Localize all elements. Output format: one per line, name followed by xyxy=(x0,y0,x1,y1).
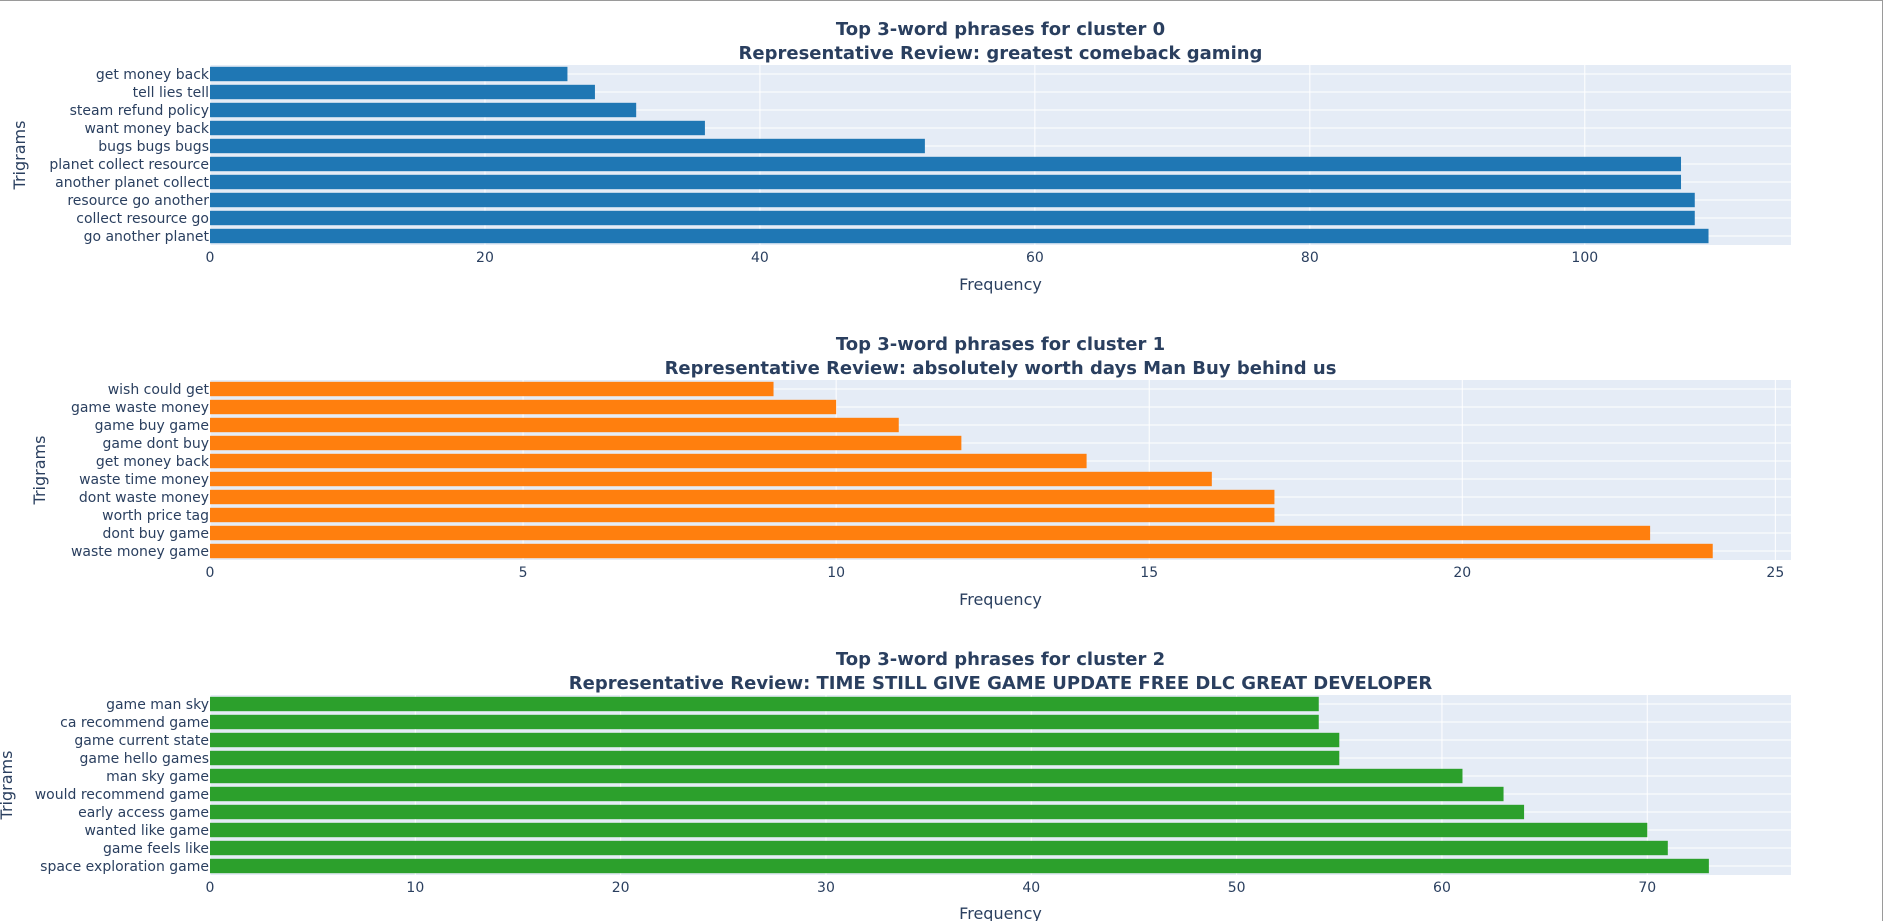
chart-panel-1: 0 5 10 15 20 25 wish could get game waste money… xyxy=(30,334,1791,609)
y-tick-label: tell lies tell xyxy=(133,85,209,101)
x-tick-label: 60 xyxy=(1433,880,1451,896)
y-axis-label: Trigrams xyxy=(0,751,16,821)
y-tick-label: space exploration game xyxy=(40,859,209,875)
y-tick-label: would recommend game xyxy=(35,787,209,803)
bar-wish-could-get[interactable] xyxy=(210,381,774,397)
bar-waste-time-money[interactable] xyxy=(210,471,1212,487)
y-tick-label: game hello games xyxy=(80,751,209,767)
bar-would-recommend-game[interactable] xyxy=(210,786,1504,802)
bar-worth-price-tag[interactable] xyxy=(210,507,1275,523)
bar-dont-waste-money[interactable] xyxy=(210,489,1275,505)
y-tick-label: game feels like xyxy=(103,841,209,857)
y-tick-label: resource go another xyxy=(67,193,209,209)
y-tick-label: game man sky xyxy=(106,697,209,713)
y-axis-label: Trigrams xyxy=(30,436,49,506)
bar-get-money-back[interactable] xyxy=(210,66,568,82)
chart-subtitle: Representative Review: TIME STILL GIVE G… xyxy=(569,673,1433,694)
bar-game-man-sky[interactable] xyxy=(210,696,1319,712)
bar-game-waste-money[interactable] xyxy=(210,399,837,415)
bar-tell-lies-tell[interactable] xyxy=(210,84,595,100)
chart-panel-2: 0 10 20 30 40 50 60 70 game man sky ca recommend … xyxy=(0,649,1791,921)
x-tick-label: 20 xyxy=(612,880,630,896)
x-tick-label: 25 xyxy=(1766,565,1784,581)
x-tick-label: 40 xyxy=(751,250,769,266)
bar-early-access-game[interactable] xyxy=(210,804,1525,820)
y-tick-label: game waste money xyxy=(71,400,209,416)
x-tick-label: 50 xyxy=(1228,880,1246,896)
y-tick-label: game dont buy xyxy=(103,436,209,452)
y-tick-label: collect resource go xyxy=(76,211,209,227)
y-tick-label: steam refund policy xyxy=(70,103,209,119)
bar-planet-collect-resource[interactable] xyxy=(210,156,1682,172)
chart-title: Top 3-word phrases for cluster 2 xyxy=(836,649,1165,670)
y-tick-label: worth price tag xyxy=(102,508,209,524)
x-axis-label: Frequency xyxy=(959,275,1042,294)
bar-game-buy-game[interactable] xyxy=(210,417,899,433)
window-top-border xyxy=(0,0,1883,1)
y-tick-label: game buy game xyxy=(95,418,209,434)
y-tick-label: want money back xyxy=(84,121,209,137)
bar-get-money-back[interactable] xyxy=(210,453,1087,469)
y-tick-label: get money back xyxy=(96,454,210,470)
bar-dont-buy-game[interactable] xyxy=(210,525,1651,541)
y-tick-label: waste time money xyxy=(79,472,209,488)
x-tick-label: 10 xyxy=(406,880,424,896)
x-tick-label: 70 xyxy=(1638,880,1656,896)
y-tick-label: man sky game xyxy=(106,769,209,785)
chart-title: Top 3-word phrases for cluster 0 xyxy=(836,19,1165,40)
y-tick-label: ca recommend game xyxy=(60,715,209,731)
y-tick-label: wish could get xyxy=(108,382,210,398)
y-tick-label: wanted like game xyxy=(84,823,209,839)
x-tick-label: 20 xyxy=(1453,565,1471,581)
bar-space-exploration-game[interactable] xyxy=(210,858,1709,874)
x-tick-label: 40 xyxy=(1022,880,1040,896)
y-tick-label: go another planet xyxy=(84,229,210,245)
bar-go-another-planet[interactable] xyxy=(210,228,1709,244)
y-tick-label: dont buy game xyxy=(103,526,209,542)
chart-title: Top 3-word phrases for cluster 1 xyxy=(836,334,1165,355)
bar-want-money-back[interactable] xyxy=(210,120,705,136)
chart-subtitle: Representative Review: greatest comeback… xyxy=(739,43,1263,64)
y-tick-label: waste money game xyxy=(71,544,209,560)
bar-game-current-state[interactable] xyxy=(210,732,1340,748)
y-tick-label: another planet collect xyxy=(55,175,209,191)
y-tick-label: game current state xyxy=(74,733,209,749)
x-tick-label: 20 xyxy=(476,250,494,266)
x-tick-label: 0 xyxy=(206,250,215,266)
chart-panel-0: 0 20 40 60 80 100 get money back tell lies tell… xyxy=(10,19,1791,294)
y-axis-label: Trigrams xyxy=(10,121,29,191)
bar-man-sky-game[interactable] xyxy=(210,768,1463,784)
bar-steam-refund-policy[interactable] xyxy=(210,102,637,118)
y-tick-label: bugs bugs bugs xyxy=(98,139,209,155)
x-tick-label: 10 xyxy=(827,565,845,581)
bar-wanted-like-game[interactable] xyxy=(210,822,1648,838)
x-tick-label: 80 xyxy=(1301,250,1319,266)
bar-game-feels-like[interactable] xyxy=(210,840,1668,856)
bar-collect-resource-go[interactable] xyxy=(210,210,1695,226)
bar-another-planet-collect[interactable] xyxy=(210,174,1682,190)
x-axis-label: Frequency xyxy=(959,904,1042,921)
bar-ca-recommend-game[interactable] xyxy=(210,714,1319,730)
y-tick-label: planet collect resource xyxy=(49,157,209,173)
y-tick-label: early access game xyxy=(78,805,209,821)
bar-game-dont-buy[interactable] xyxy=(210,435,962,451)
bar-game-hello-games[interactable] xyxy=(210,750,1340,766)
bar-bugs-bugs-bugs[interactable] xyxy=(210,138,925,154)
x-tick-label: 5 xyxy=(519,565,528,581)
bar-waste-money-game[interactable] xyxy=(210,543,1713,559)
x-tick-label: 0 xyxy=(206,880,215,896)
x-tick-label: 60 xyxy=(1026,250,1044,266)
y-tick-label: get money back xyxy=(96,67,210,83)
x-tick-label: 0 xyxy=(206,565,215,581)
chart-subtitle: Representative Review: absolutely worth … xyxy=(665,358,1337,379)
y-tick-label: dont waste money xyxy=(79,490,209,506)
bar-resource-go-another[interactable] xyxy=(210,192,1695,208)
x-axis-label: Frequency xyxy=(959,590,1042,609)
x-tick-label: 100 xyxy=(1571,250,1598,266)
x-tick-label: 15 xyxy=(1140,565,1158,581)
x-tick-label: 30 xyxy=(817,880,835,896)
